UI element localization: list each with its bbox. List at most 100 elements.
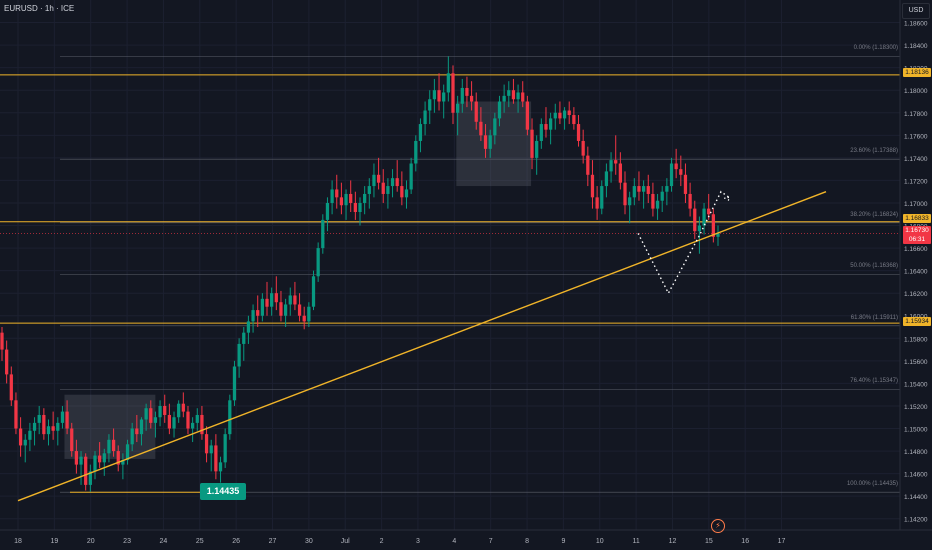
- candle-body: [567, 110, 571, 116]
- candle-body: [88, 471, 92, 485]
- candle-body: [311, 276, 316, 307]
- price-label-level2: 1.16833: [903, 214, 931, 223]
- price-tick: 1.18400: [904, 43, 928, 50]
- time-tick: 8: [525, 538, 529, 545]
- candle-body: [660, 191, 664, 201]
- candle-body: [381, 182, 385, 194]
- candle-body: [707, 208, 711, 215]
- candle-body: [562, 110, 567, 119]
- price-tick: 1.15800: [904, 336, 928, 343]
- candle-body: [553, 112, 557, 119]
- candle-body: [251, 310, 255, 322]
- fib-label: 38.20% (1.16824): [850, 211, 898, 218]
- candle-body: [116, 451, 120, 465]
- currency-button[interactable]: USD: [902, 3, 930, 19]
- candle-body: [200, 414, 204, 435]
- candle-body: [363, 193, 367, 203]
- candles: [0, 56, 720, 492]
- candle-body: [548, 118, 553, 130]
- time-tick: 3: [416, 538, 420, 545]
- candle-body: [632, 186, 636, 198]
- time-axis: 18 19 20 23 24 25 26 27 30 Jul 2 3 4 7 8 9 10 11 12 15 16 17: [14, 538, 785, 545]
- candle-body: [697, 225, 702, 232]
- candle-body: [181, 403, 185, 412]
- candle-body: [265, 298, 269, 307]
- candle-body: [702, 208, 706, 226]
- fib-label: 76.40% (1.15347): [850, 378, 898, 385]
- price-tick: 1.16200: [904, 291, 928, 298]
- candle-body: [618, 163, 622, 183]
- candle-body: [414, 140, 418, 164]
- candle-body: [395, 178, 399, 187]
- candle-body: [283, 304, 288, 316]
- trendline: [17, 191, 827, 502]
- candle-body: [209, 445, 213, 454]
- candle-body: [260, 298, 264, 316]
- candle-body: [23, 439, 27, 446]
- price-tick: 1.17600: [904, 133, 928, 140]
- candle-body: [274, 293, 278, 303]
- candle-body: [18, 428, 23, 446]
- candle-body: [646, 186, 650, 194]
- time-tick: 25: [196, 538, 204, 545]
- candle-body: [204, 434, 209, 454]
- candle-body: [349, 193, 353, 203]
- time-tick: 15: [705, 538, 713, 545]
- candle-body: [493, 118, 497, 136]
- candle-body: [623, 182, 627, 206]
- price-tick: 1.18600: [904, 21, 928, 28]
- candle-body: [186, 411, 190, 429]
- grid: [0, 0, 900, 530]
- candle-body: [93, 455, 97, 472]
- time-tick: 10: [596, 538, 604, 545]
- candle-body: [325, 202, 330, 220]
- candle-body: [70, 428, 74, 452]
- price-tick: 1.17200: [904, 178, 928, 185]
- candle-body: [288, 295, 292, 305]
- horizontal-levels: [0, 74, 900, 493]
- time-tick: Jul: [341, 538, 350, 545]
- price-tick: 1.16600: [904, 246, 928, 253]
- candle-body: [674, 163, 678, 170]
- time-tick: 9: [561, 538, 565, 545]
- current-price: 1.16730: [905, 227, 929, 234]
- candle-body: [535, 140, 539, 158]
- candle-body: [572, 115, 576, 125]
- candle-body: [465, 87, 469, 96]
- candle-body: [102, 453, 106, 463]
- candle-body: [376, 174, 381, 183]
- time-tick: 24: [160, 538, 168, 545]
- price-tick: 1.14400: [904, 494, 928, 501]
- price-tick: 1.15200: [904, 404, 928, 411]
- time-tick: 7: [489, 538, 493, 545]
- candle-body: [107, 439, 111, 454]
- time-tick: 30: [305, 538, 313, 545]
- candle-body: [237, 343, 241, 367]
- candle-body: [297, 304, 302, 316]
- price-tick: 1.14800: [904, 449, 928, 456]
- candle-body: [581, 140, 585, 156]
- candle-body: [600, 186, 604, 209]
- candle-body: [437, 90, 441, 102]
- candle-body: [460, 87, 464, 104]
- candle-body: [693, 208, 697, 232]
- candle-body: [604, 171, 609, 187]
- fib-label: 50.00% (1.16368): [850, 263, 898, 270]
- candle-body: [390, 178, 395, 187]
- price-tick: 1.18000: [904, 88, 928, 95]
- candle-body: [446, 73, 450, 93]
- candle-body: [679, 169, 683, 175]
- candle-body: [367, 186, 371, 194]
- candle-body: [358, 202, 362, 212]
- candle-body: [330, 189, 334, 203]
- candle-body: [651, 193, 655, 209]
- candle-body: [683, 174, 688, 194]
- countdown: 06:31: [908, 236, 926, 243]
- candle-body: [502, 95, 506, 102]
- candle-body: [172, 417, 176, 429]
- candle-body: [409, 163, 413, 190]
- lightning-icon[interactable]: ⚡: [711, 519, 725, 533]
- price-tick: 1.15000: [904, 427, 928, 434]
- candle-body: [655, 200, 660, 209]
